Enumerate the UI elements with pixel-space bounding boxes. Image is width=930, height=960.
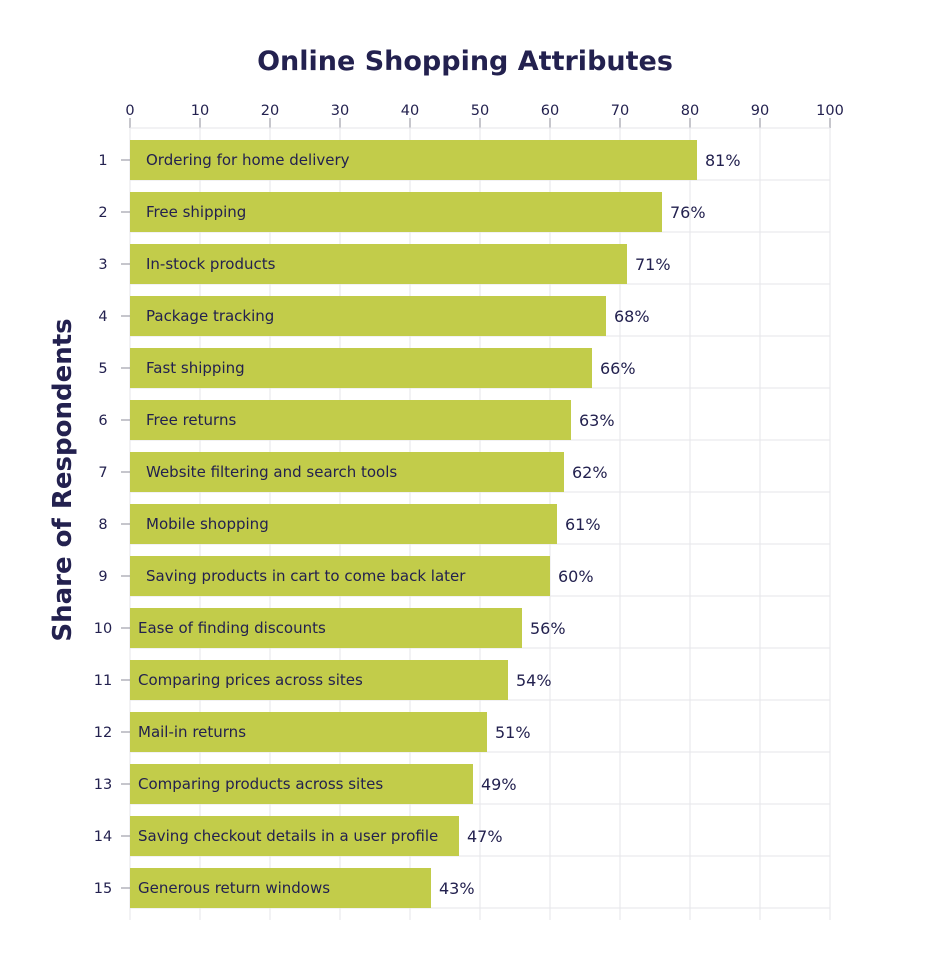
bar-category-label: Generous return windows	[138, 879, 330, 897]
bar-category-label: Mail-in returns	[138, 723, 246, 741]
rank-label: 12	[94, 725, 112, 741]
x-tick-label: 30	[331, 103, 349, 119]
rank-label: 7	[98, 465, 107, 481]
rank-label: 4	[98, 309, 107, 325]
rank-label: 2	[98, 205, 107, 221]
bar-value-label: 56%	[530, 619, 566, 638]
bar	[130, 296, 606, 336]
rank-label: 5	[98, 361, 107, 377]
x-tick-label: 70	[611, 103, 629, 119]
x-tick-label: 20	[261, 103, 279, 119]
rank-label: 8	[98, 517, 107, 533]
bar-category-label: Ordering for home delivery	[146, 151, 350, 169]
bar-value-label: 51%	[495, 723, 531, 742]
x-tick-label: 60	[541, 103, 559, 119]
rank-label: 10	[94, 621, 112, 637]
bar-value-label: 54%	[516, 671, 552, 690]
bar	[130, 140, 697, 180]
bar-value-label: 49%	[481, 775, 517, 794]
bar-category-label: Saving products in cart to come back lat…	[146, 567, 466, 585]
rank-label: 1	[98, 153, 107, 169]
bar	[130, 348, 592, 388]
bar	[130, 452, 564, 492]
bar-category-label: Comparing prices across sites	[138, 671, 363, 689]
bar-category-label: Mobile shopping	[146, 515, 269, 533]
bar	[130, 712, 487, 752]
bar-value-label: 81%	[705, 151, 741, 170]
rank-label: 3	[98, 257, 107, 273]
bar-value-label: 62%	[572, 463, 608, 482]
bar-value-label: 61%	[565, 515, 601, 534]
bar-value-label: 43%	[439, 879, 475, 898]
x-tick-label: 80	[681, 103, 699, 119]
bar	[130, 192, 662, 232]
rank-label: 15	[94, 881, 112, 897]
bar	[130, 244, 627, 284]
bar-value-label: 76%	[670, 203, 706, 222]
bar-category-label: Fast shipping	[146, 359, 245, 377]
bar-value-label: 71%	[635, 255, 671, 274]
bar-value-label: 66%	[600, 359, 636, 378]
bar	[130, 816, 459, 856]
x-tick-label: 100	[816, 103, 844, 119]
bar-layer	[130, 140, 697, 908]
bar-category-label: Website filtering and search tools	[146, 463, 397, 481]
rank-label: 9	[98, 569, 107, 585]
bar-category-label: Ease of finding discounts	[138, 619, 326, 637]
bar-category-label: Comparing products across sites	[138, 775, 383, 793]
bar	[130, 868, 431, 908]
rank-label: 13	[94, 777, 112, 793]
bar-value-label: 68%	[614, 307, 650, 326]
bar-category-label: Free returns	[146, 411, 236, 429]
bar-category-label: In-stock products	[146, 255, 276, 273]
x-tick-label: 0	[125, 103, 134, 119]
bar-category-label: Package tracking	[146, 307, 274, 325]
x-tick-label: 40	[401, 103, 419, 119]
bar	[130, 400, 571, 440]
x-tick-label: 50	[471, 103, 489, 119]
label-layer: 0 10 20 30 40 50 60 70 80 90 100 1 Ordering for home…	[94, 103, 844, 898]
bar	[130, 764, 473, 804]
x-tick-label: 10	[191, 103, 209, 119]
chart-title: Online Shopping Attributes	[257, 46, 673, 77]
bar-category-label: Free shipping	[146, 203, 246, 221]
bar-value-label: 63%	[579, 411, 615, 430]
bar	[130, 504, 557, 544]
bar-category-label: Saving checkout details in a user profil…	[138, 827, 438, 845]
x-tick-label: 90	[751, 103, 769, 119]
rank-label: 11	[94, 673, 112, 689]
y-axis-label: Share of Respondents	[48, 318, 78, 641]
bar-value-label: 47%	[467, 827, 503, 846]
bar-value-label: 60%	[558, 567, 594, 586]
bar	[130, 556, 550, 596]
bar	[130, 608, 522, 648]
bar	[130, 660, 508, 700]
rank-label: 14	[94, 829, 112, 845]
rank-label: 6	[98, 413, 107, 429]
